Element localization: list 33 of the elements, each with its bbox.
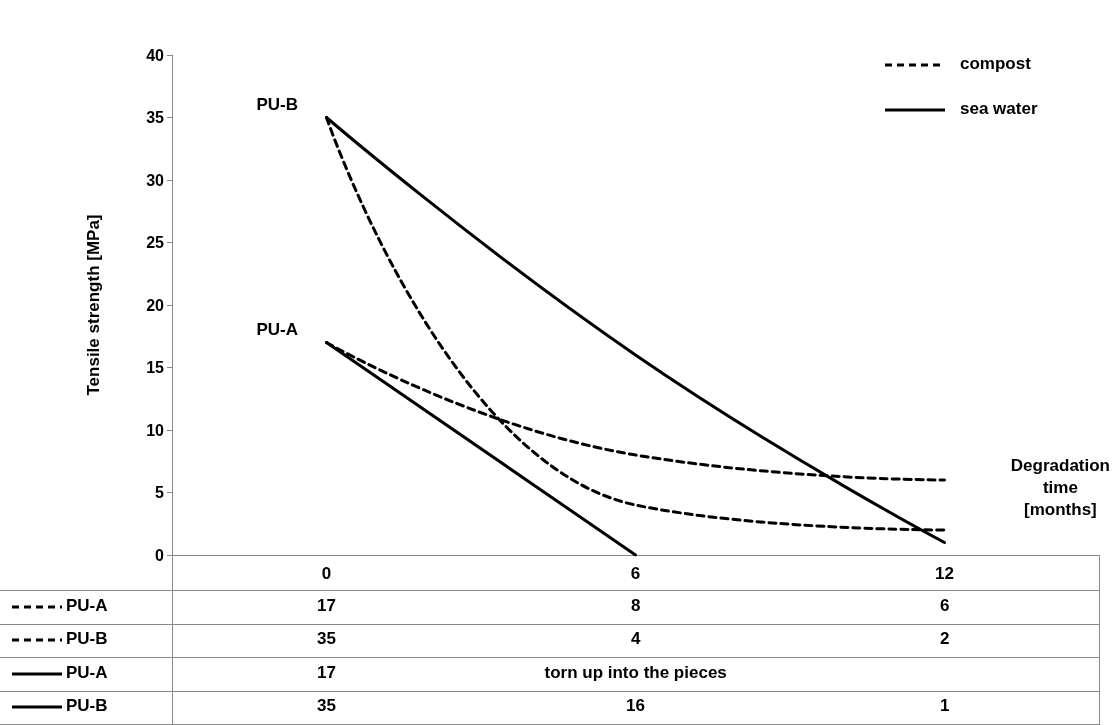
data-label: 17 <box>317 662 336 683</box>
data-label: 35 <box>317 629 336 650</box>
text: PU-B <box>256 94 299 114</box>
x-axis-title: Degradation time [months] <box>1010 455 1110 521</box>
legend-label: PU-B <box>66 629 108 650</box>
data-label: 17 <box>317 595 336 616</box>
y-tick-label: 30 <box>146 171 165 189</box>
y-tick-label: 20 <box>146 296 165 314</box>
data-label: 2 <box>940 629 950 650</box>
text: PU-A <box>256 319 299 339</box>
x-tick-label: 6 <box>630 564 641 583</box>
data-label: 6 <box>940 595 950 616</box>
y-tick-label: 10 <box>146 421 165 439</box>
legend-label: PU-A <box>66 595 108 616</box>
y-tick-label: 0 <box>155 546 165 564</box>
data-label: 35 <box>317 696 336 717</box>
data-label: 4 <box>631 629 641 650</box>
legend-label: PU-A <box>66 662 108 683</box>
x-tick-label: 0 <box>321 564 332 583</box>
y-tick-label: 15 <box>146 359 165 376</box>
data-label: 1 <box>940 696 950 717</box>
data-label: 8 <box>631 595 641 616</box>
x-tick-label: 12 <box>935 564 954 583</box>
y-tick-label: 40 <box>146 46 165 64</box>
annotation: sea water <box>960 99 1038 119</box>
annotation: compost <box>960 54 1031 74</box>
legend-label: PU-B <box>66 696 108 717</box>
y-tick-label: 25 <box>146 234 165 251</box>
y-axis-title: Tensile strength [MPa] <box>84 214 103 396</box>
y-tick-label: 5 <box>155 484 165 501</box>
data-label: torn up into the pieces <box>544 662 727 683</box>
data-label: 16 <box>626 696 645 717</box>
y-tick-label: 35 <box>146 109 165 126</box>
